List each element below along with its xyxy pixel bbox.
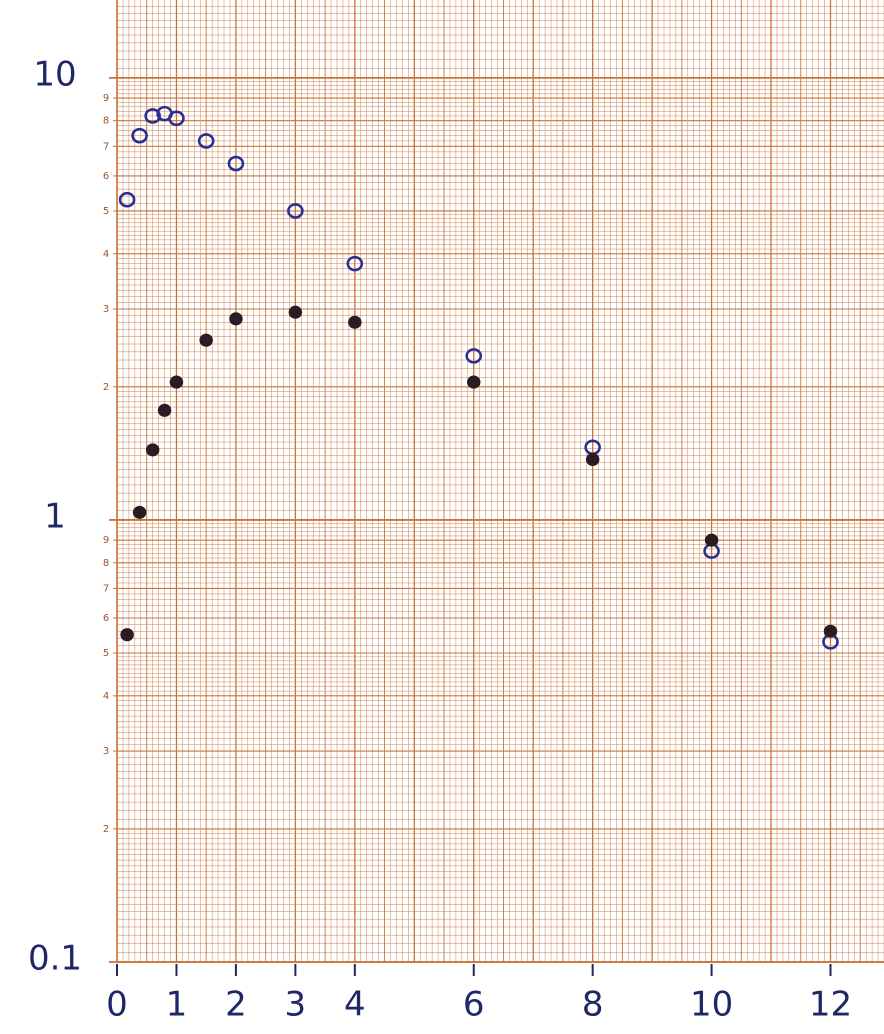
minor-y-tick-label: 5: [103, 206, 109, 217]
minor-y-tick-label: 2: [103, 824, 109, 835]
y-tick-label: 10: [33, 54, 76, 94]
y-tick-label: 0.1: [28, 939, 82, 979]
filled-point: [120, 628, 134, 642]
x-tick-label: 2: [225, 985, 247, 1025]
open-point: [118, 191, 136, 208]
x-tick-label: 4: [344, 985, 366, 1025]
x-tick-label: 0: [106, 985, 128, 1025]
minor-y-tick-label: 3: [103, 746, 109, 757]
minor-y-tick-label: 4: [103, 249, 109, 260]
filled-point: [132, 505, 147, 519]
filled-point: [348, 315, 362, 329]
filled-point: [466, 375, 481, 389]
minor-y-tick-label: 9: [103, 93, 109, 104]
open-point: [168, 110, 185, 127]
filled-point: [199, 333, 213, 347]
minor-y-tick-label: 6: [103, 171, 109, 182]
x-tick-label: 8: [582, 985, 604, 1025]
y-tick-label: 1: [44, 496, 66, 536]
open-point: [346, 255, 364, 272]
filled-point: [157, 403, 172, 417]
filled-point: [169, 375, 184, 389]
filled-point: [704, 533, 719, 547]
minor-y-tick-label: 9: [103, 535, 109, 546]
minor-y-tick-label: 4: [103, 691, 109, 702]
minor-y-tick-label: 8: [103, 116, 109, 127]
x-tick-label: 1: [166, 985, 188, 1025]
open-point: [227, 155, 245, 172]
open-point: [465, 348, 483, 364]
minor-y-tick-label: 8: [103, 558, 109, 569]
open-point: [131, 127, 148, 144]
filled-point: [145, 443, 160, 457]
x-tick-label: 12: [809, 985, 852, 1025]
open-point: [144, 108, 161, 124]
minor-y-tick-label: 7: [103, 141, 109, 152]
minor-y-tick-label: 3: [103, 304, 109, 315]
minor-y-tick-label: 5: [103, 648, 109, 659]
filled-point: [585, 452, 600, 467]
open-point: [287, 203, 304, 219]
minor-y-tick-label: 2: [103, 382, 109, 393]
filled-point: [229, 312, 243, 326]
paper-grid: [116, 0, 884, 963]
x-tick-label: 10: [690, 985, 733, 1025]
x-tick-label: 3: [285, 985, 307, 1025]
filled-point: [288, 305, 303, 319]
minor-y-tick-label: 6: [103, 613, 109, 624]
filled-point: [823, 624, 838, 638]
x-tick-label: 6: [463, 985, 485, 1025]
open-point: [197, 133, 215, 149]
minor-y-tick-label: 7: [103, 583, 109, 594]
